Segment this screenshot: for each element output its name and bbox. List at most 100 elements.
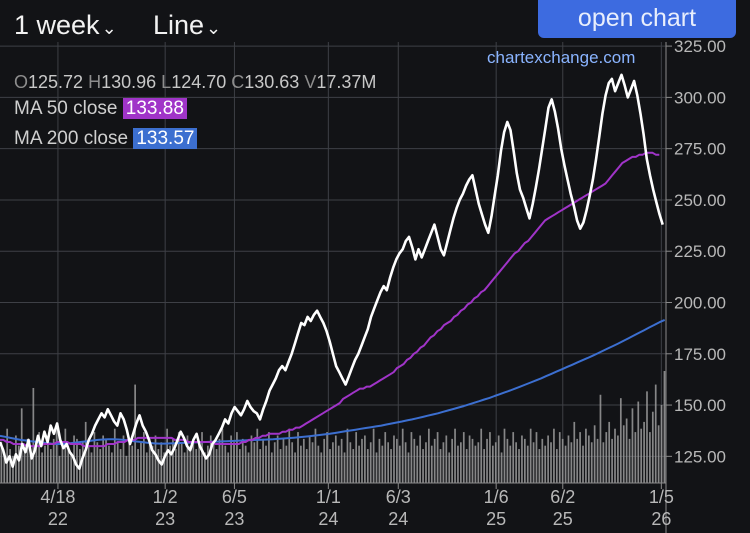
ma50-legend: MA 50 close 133.88 xyxy=(14,98,187,120)
ma200-label: MA 200 close xyxy=(14,128,129,149)
high-key: H xyxy=(88,72,102,92)
ma200-line xyxy=(0,318,666,445)
volume-bar xyxy=(460,442,462,483)
y-tick-label: 325.00 xyxy=(674,37,726,56)
volume-bar xyxy=(209,435,212,483)
volume-bar xyxy=(663,371,666,483)
volume-bar xyxy=(215,449,218,483)
volume-bar xyxy=(125,455,128,483)
volume-bar xyxy=(96,442,99,483)
volume-bar xyxy=(64,428,67,483)
volume-bar xyxy=(605,432,608,483)
volume-bar xyxy=(526,445,529,483)
volume-bar xyxy=(305,449,308,483)
volume-bar xyxy=(486,438,488,483)
volume-bar xyxy=(145,452,148,483)
volume-bar xyxy=(218,438,221,483)
volume-bar xyxy=(489,432,491,483)
volume-key: V xyxy=(304,72,317,92)
volume-bar xyxy=(12,455,14,483)
x-tick-label: 6/3 xyxy=(386,487,411,507)
open-chart-button[interactable]: open chart xyxy=(538,0,736,38)
volume-bar xyxy=(404,442,407,483)
x-tick-year: 26 xyxy=(651,509,671,529)
volume-bar xyxy=(44,445,46,483)
volume-bar xyxy=(547,435,549,483)
volume-bar xyxy=(465,449,468,483)
volume-bar xyxy=(183,452,186,483)
volume-bar xyxy=(422,449,424,483)
chart-type-selector[interactable]: Line ⌄ xyxy=(153,10,221,41)
x-tick-year: 23 xyxy=(224,509,244,529)
volume-bar xyxy=(544,445,547,483)
volume-bar xyxy=(433,438,436,483)
volume-bar xyxy=(111,452,113,483)
volume-bar xyxy=(654,384,657,483)
volume-bar xyxy=(326,432,328,483)
volume-bar xyxy=(413,438,416,483)
close-key: C xyxy=(231,72,245,92)
volume-bar xyxy=(634,432,637,483)
y-tick-label: 150.00 xyxy=(674,396,726,415)
volume-bar xyxy=(270,452,273,483)
volume-bar xyxy=(593,425,596,483)
volume-bar xyxy=(230,435,232,483)
volume-bar xyxy=(599,394,602,483)
volume-bar xyxy=(369,442,372,483)
volume-bar xyxy=(273,442,276,483)
volume-bar xyxy=(361,438,363,483)
volume-bar xyxy=(660,404,663,483)
x-axis: 4/18221/2236/5231/1246/3241/6256/2251/52… xyxy=(40,483,674,529)
open-key: O xyxy=(14,72,29,92)
volume-bar xyxy=(227,452,230,483)
chevron-down-icon: ⌄ xyxy=(101,18,117,38)
volume-bar xyxy=(108,445,110,483)
volume-bar xyxy=(154,435,157,483)
volume-bar xyxy=(332,442,334,483)
ohlcv-readout: O125.72 H130.96 L124.70 C130.63 V17.37M xyxy=(14,72,376,93)
volume-bar xyxy=(212,442,215,483)
volume-bar xyxy=(323,438,326,483)
volume-bar xyxy=(329,449,331,483)
volume-bar xyxy=(76,438,78,483)
y-axis: 325.00 300.00 275.00 250.00 225.00 200.00 175.… xyxy=(666,37,726,466)
volume-bar xyxy=(87,445,90,483)
y-tick-label: 200.00 xyxy=(674,293,726,312)
x-tick-label: 6/2 xyxy=(550,487,575,507)
volume-bar xyxy=(29,449,32,483)
volume-bar xyxy=(180,442,183,483)
volume-bar xyxy=(617,435,619,483)
volume-bar xyxy=(480,428,483,483)
volume-bar xyxy=(535,432,538,483)
volume-bar xyxy=(457,445,459,483)
volume-bar xyxy=(23,452,26,483)
volume-bar xyxy=(285,445,288,483)
volume-bar xyxy=(90,452,93,483)
volume-bar xyxy=(492,445,494,483)
volume-bar xyxy=(419,435,422,483)
volume-bar xyxy=(320,452,323,483)
volume-bar xyxy=(555,449,558,483)
y-tick-label: 175.00 xyxy=(674,345,726,364)
volume-bar xyxy=(390,449,392,483)
x-tick-label: 6/5 xyxy=(222,487,247,507)
x-tick-label: 1/1 xyxy=(316,487,341,507)
volume-bar xyxy=(474,445,477,483)
volume-bar xyxy=(17,445,20,483)
volume-bar xyxy=(637,401,640,483)
volume-bar xyxy=(375,452,378,483)
volume-bar xyxy=(451,438,453,483)
volume-bar xyxy=(428,428,430,483)
volume-bar xyxy=(494,442,497,483)
volume-bar xyxy=(172,438,174,483)
range-selector[interactable]: 1 week ⌄ xyxy=(14,10,117,41)
y-tick-label: 125.00 xyxy=(674,447,726,466)
volume-bar xyxy=(157,449,160,483)
volume-bar xyxy=(291,442,294,483)
volume-bar xyxy=(462,432,465,483)
volume-bar xyxy=(442,442,445,483)
volume-bar xyxy=(384,432,387,483)
volume-bar xyxy=(134,384,136,483)
volume-bar xyxy=(340,438,343,483)
